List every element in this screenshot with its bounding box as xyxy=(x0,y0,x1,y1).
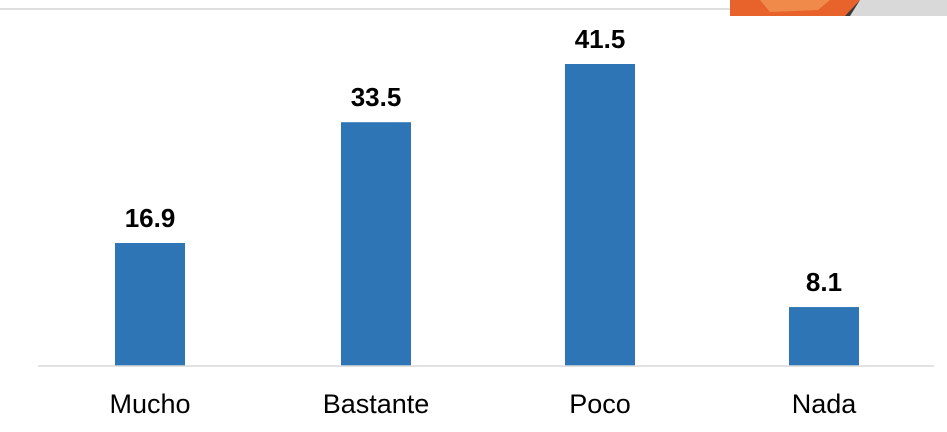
value-label-bastante: 33.5 xyxy=(351,82,402,112)
corner-photo-fragment xyxy=(730,0,947,16)
bar-poco xyxy=(565,64,635,366)
category-label-poco: Poco xyxy=(569,389,631,419)
category-label-mucho: Mucho xyxy=(109,389,190,419)
value-labels-layer: 16.9 33.5 41.5 8.1 xyxy=(125,24,842,297)
bars-layer xyxy=(115,64,859,367)
category-label-nada: Nada xyxy=(792,389,858,419)
bar-mucho xyxy=(115,243,185,366)
bar-nada xyxy=(789,307,859,366)
value-label-nada: 8.1 xyxy=(806,267,842,297)
bar-bastante xyxy=(341,122,411,367)
category-labels-layer: Mucho Bastante Poco Nada xyxy=(109,389,857,419)
category-label-bastante: Bastante xyxy=(323,389,430,419)
value-label-poco: 41.5 xyxy=(575,24,626,54)
value-label-mucho: 16.9 xyxy=(125,203,176,233)
